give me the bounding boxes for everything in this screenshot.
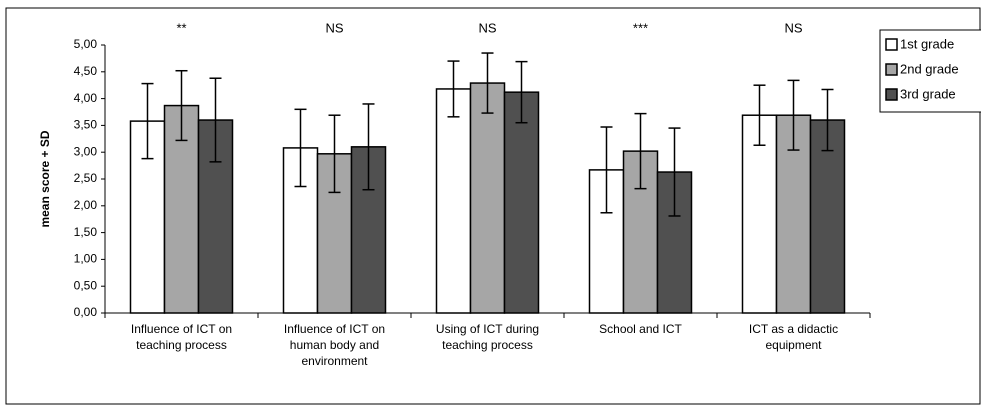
- legend-swatch: [885, 88, 898, 101]
- annotation: NS: [478, 20, 496, 35]
- x-tick-label: Influence of ICT on: [131, 322, 232, 336]
- x-tick-label: ICT as a didactic: [749, 322, 838, 336]
- y-tick-label: 4,00: [74, 91, 98, 105]
- x-tick-label: Using of ICT during: [436, 322, 539, 336]
- x-tick-label: School and ICT: [599, 322, 682, 336]
- y-tick-label: 3,00: [74, 144, 98, 158]
- y-tick-label: 3,50: [74, 118, 98, 132]
- legend-label: 2nd grade: [900, 61, 959, 76]
- x-tick-label: equipment: [765, 338, 822, 352]
- annotation: ***: [633, 20, 648, 35]
- y-tick-label: 2,50: [74, 171, 98, 185]
- annotation: NS: [784, 20, 802, 35]
- x-tick-label: human body and: [290, 338, 379, 352]
- x-tick-label: environment: [301, 354, 368, 368]
- annotation: **: [176, 20, 186, 35]
- x-tick-label: teaching process: [136, 338, 227, 352]
- bar: [503, 91, 540, 314]
- y-axis-label: mean score + SD: [38, 130, 52, 227]
- y-tick-label: 5,00: [74, 37, 98, 51]
- bar: [809, 119, 846, 314]
- legend-label: 3rd grade: [900, 86, 956, 101]
- y-tick-label: 2,00: [74, 198, 98, 212]
- y-tick-label: 4,50: [74, 64, 98, 78]
- y-tick-label: 1,50: [74, 225, 98, 239]
- legend-label: 1st grade: [900, 36, 954, 51]
- legend-swatch: [885, 63, 898, 76]
- y-tick-label: 0,00: [74, 305, 98, 319]
- bar: [741, 114, 778, 314]
- bar: [435, 88, 472, 314]
- x-tick-label: Influence of ICT on: [284, 322, 385, 336]
- annotation: NS: [325, 20, 343, 35]
- legend-swatch: [885, 38, 898, 51]
- chart-frame: [5, 7, 981, 405]
- bar: [469, 82, 506, 314]
- y-tick-label: 1,00: [74, 252, 98, 266]
- y-tick-label: 0,50: [74, 278, 98, 292]
- x-tick-label: teaching process: [442, 338, 533, 352]
